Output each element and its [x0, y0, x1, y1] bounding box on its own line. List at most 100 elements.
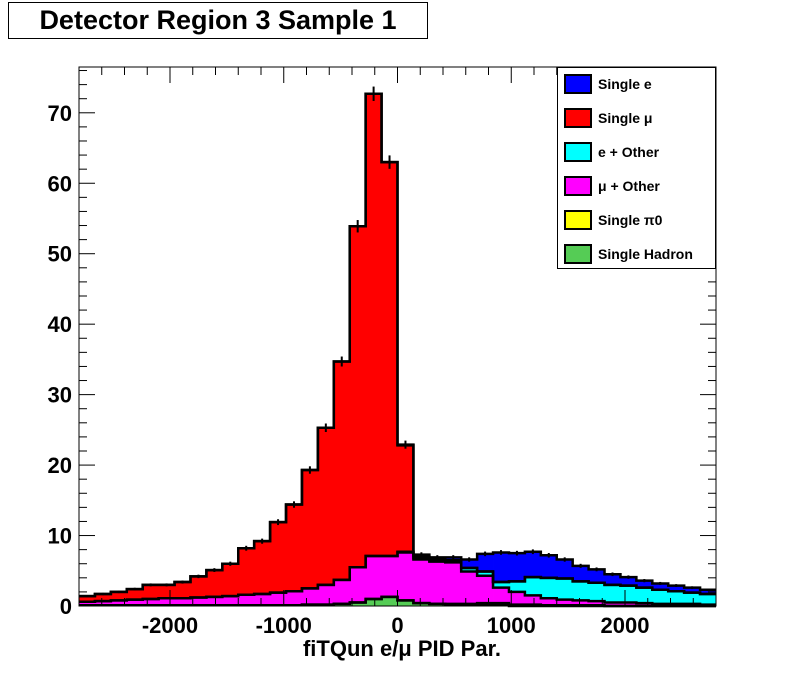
bar-0-36: [652, 583, 669, 590]
y-tick-label-3: 30: [48, 383, 72, 408]
bar-2-36: [652, 589, 669, 604]
bar-0-28: [524, 551, 542, 578]
bar-3-21: [413, 559, 430, 604]
bar-3-18: [365, 555, 382, 599]
bar-1-3: [126, 589, 144, 600]
bar-5-18: [365, 598, 382, 606]
bar-3-6: [174, 598, 191, 606]
legend-swatch-e-other: [564, 142, 592, 162]
bar-0-29: [540, 555, 558, 578]
bar-2-27: [508, 581, 526, 592]
bar-3-2: [110, 600, 128, 606]
bar-3-27: [508, 591, 526, 605]
bar-0-37: [668, 585, 685, 592]
bar-3-24: [461, 571, 478, 604]
x-tick-label-0: -2000: [142, 613, 198, 638]
x-axis-title: fiTQun e/μ PID Par.: [303, 636, 501, 661]
bar-0-25: [477, 553, 494, 572]
bar-3-16: [333, 579, 351, 604]
bar-2-34: [620, 585, 637, 603]
bar-1-16: [333, 361, 351, 580]
y-tick-label-7: 70: [48, 101, 72, 126]
bar-3-15: [317, 584, 335, 605]
legend-label-mu-other: μ + Other: [598, 178, 660, 194]
bar-1-20: [397, 445, 414, 552]
bar-1-8: [206, 570, 223, 597]
bar-5-17: [349, 602, 367, 606]
bar-3-28: [524, 595, 542, 605]
y-tick-label-0: 0: [60, 594, 72, 619]
bar-3-19: [381, 555, 398, 597]
bar-3-0: [79, 601, 96, 606]
bar-2-30: [556, 578, 574, 600]
bar-0-27: [508, 553, 526, 582]
plot-frame: [78, 66, 717, 607]
bar-3-9: [222, 596, 239, 606]
legend-swatch-mu-other: [564, 176, 592, 196]
bar-1-2: [110, 591, 128, 601]
bar-0-26: [493, 552, 510, 583]
bar-2-33: [604, 584, 621, 603]
bar-3-10: [238, 594, 255, 606]
bar-1-18: [365, 93, 382, 556]
bar-0-32: [588, 569, 605, 583]
bar-0-38: [684, 587, 701, 593]
legend-swatch-single-mu: [564, 108, 592, 128]
bar-3-1: [94, 601, 112, 606]
legend-label-single-hadron: Single Hadron: [598, 246, 693, 262]
legend-label-single-e: Single e: [598, 76, 652, 92]
bar-5-20: [397, 600, 414, 606]
bar-1-12: [270, 522, 287, 593]
bar-5-19: [381, 596, 398, 606]
bar-0-34: [620, 577, 637, 586]
bar-3-14: [301, 588, 319, 605]
bar-3-30: [556, 599, 574, 606]
stack-edge-0: [79, 92, 716, 598]
chart-title: Detector Region 3 Sample 1: [8, 2, 428, 39]
x-tick-label-1: -1000: [256, 613, 312, 638]
bar-3-5: [158, 598, 175, 606]
x-tick-label-4: 2000: [601, 613, 650, 638]
legend-swatch-single-pi0: [564, 210, 592, 230]
bar-3-35: [636, 603, 653, 606]
bar-3-17: [349, 567, 367, 603]
bar-0-33: [604, 574, 621, 585]
bar-3-8: [206, 596, 223, 606]
bar-2-24: [461, 567, 478, 572]
bar-1-5: [158, 584, 175, 599]
legend: Single e Single μ e + Other μ + Other Si…: [557, 67, 716, 269]
bar-1-15: [317, 427, 335, 585]
bar-2-29: [540, 577, 558, 599]
bar-3-29: [540, 598, 558, 606]
x-tick-label-3: 1000: [487, 613, 536, 638]
x-tick-labels: -2000 -1000 0 1000 2000: [142, 613, 650, 638]
bar-1-9: [222, 563, 239, 597]
legend-label-single-pi0: Single π0: [598, 212, 663, 228]
bar-1-1: [94, 594, 112, 602]
y-tick-label-2: 20: [48, 453, 72, 478]
bar-3-13: [286, 591, 303, 606]
bar-2-28: [524, 577, 542, 596]
bar-1-0: [79, 596, 96, 602]
bar-1-19: [381, 162, 398, 556]
bar-3-34: [620, 602, 637, 606]
bar-3-26: [493, 587, 510, 604]
legend-swatch-single-e: [564, 74, 592, 94]
bar-2-35: [636, 587, 653, 604]
y-tick-labels: 0 10 20 30 40 50 60 70: [48, 101, 72, 619]
bar-3-4: [142, 598, 160, 606]
bar-5-21: [413, 603, 430, 606]
bar-3-20: [397, 552, 414, 601]
bar-3-23: [445, 562, 462, 604]
bar-2-32: [588, 582, 605, 602]
bar-1-10: [238, 548, 255, 595]
bar-2-25: [477, 571, 494, 576]
legend-swatch-single-hadron: [564, 244, 592, 264]
bar-1-11: [254, 541, 271, 595]
bar-3-11: [254, 594, 271, 606]
bar-2-31: [572, 581, 589, 601]
bar-1-17: [349, 226, 367, 568]
y-tick-label-5: 50: [48, 242, 72, 267]
bar-3-7: [190, 597, 207, 606]
